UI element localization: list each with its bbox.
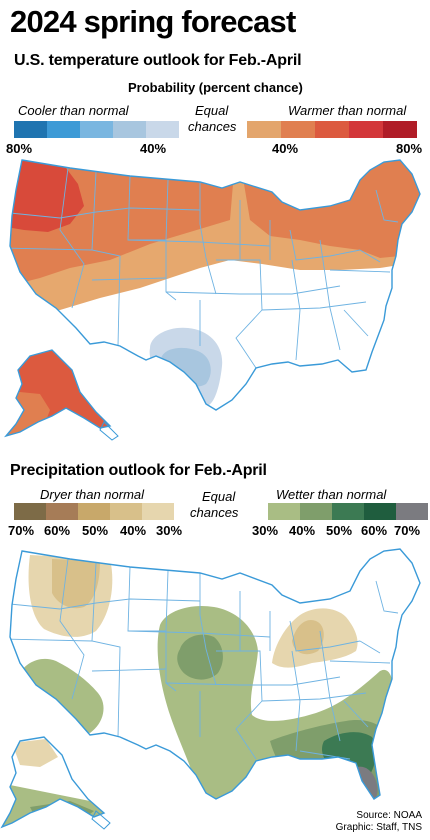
cool-tick-40: 40% xyxy=(140,141,167,156)
page-title: 2024 spring forecast xyxy=(10,4,296,39)
temperature-map xyxy=(5,159,421,441)
cool-tick-80: 80% xyxy=(6,141,33,156)
wetter-swatch-50 xyxy=(332,503,364,520)
cooler-swatch-80 xyxy=(14,121,47,138)
cooler-label: Cooler than normal xyxy=(18,103,129,118)
dryer-swatch-60 xyxy=(46,503,78,520)
warmer-color-scale xyxy=(247,121,417,138)
warmer-swatch-60 xyxy=(315,121,349,138)
precipitation-subtitle: Precipitation outlook for Feb.-April xyxy=(10,462,267,479)
wet-tick-60: 60% xyxy=(361,523,388,538)
dry-tick-50: 50% xyxy=(82,523,109,538)
wetter-swatch-60 xyxy=(364,503,396,520)
dryer-label: Dryer than normal xyxy=(40,487,145,502)
dryer-swatch-30 xyxy=(142,503,174,520)
dryer-swatch-50 xyxy=(78,503,110,520)
precip-equal-label-line2: chances xyxy=(190,505,239,520)
precipitation-map xyxy=(1,548,421,830)
warm-tick-40: 40% xyxy=(272,141,299,156)
dry-tick-30: 30% xyxy=(156,523,183,538)
warm-tick-80: 80% xyxy=(396,141,423,156)
dry-tick-70: 70% xyxy=(8,523,35,538)
cooler-swatch-50 xyxy=(113,121,146,138)
wetter-color-scale xyxy=(268,503,428,520)
dryer-color-scale xyxy=(14,503,174,520)
cooler-swatch-70 xyxy=(47,121,80,138)
warmer-swatch-40 xyxy=(247,121,281,138)
wet-tick-30: 30% xyxy=(252,523,279,538)
equal-chances-label-line2: chances xyxy=(188,119,237,134)
temperature-subtitle: U.S. temperature outlook for Feb.-April xyxy=(14,52,302,69)
cooler-swatch-60 xyxy=(80,121,113,138)
dryer-swatch-40 xyxy=(110,503,142,520)
cooler-color-scale xyxy=(14,121,179,138)
source-credit: Source: NOAA Graphic: Staff, TNS xyxy=(336,810,422,834)
cooler-swatch-40 xyxy=(146,121,179,138)
warmer-swatch-50 xyxy=(281,121,315,138)
dry-tick-40: 40% xyxy=(120,523,147,538)
warmer-label: Warmer than normal xyxy=(288,103,407,118)
wet-tick-50: 50% xyxy=(326,523,353,538)
wetter-label: Wetter than normal xyxy=(276,487,387,502)
wetter-swatch-70 xyxy=(396,503,428,520)
wet-tick-40: 40% xyxy=(289,523,316,538)
dryer-swatch-70 xyxy=(14,503,46,520)
warmer-swatch-70 xyxy=(349,121,383,138)
warmer-swatch-80 xyxy=(383,121,417,138)
dry-tick-60: 60% xyxy=(44,523,71,538)
wetter-swatch-40 xyxy=(300,503,332,520)
wet-tick-70: 70% xyxy=(394,523,421,538)
temperature-legend-title: Probability (percent chance) xyxy=(128,80,303,95)
graphic-credit-line: Graphic: Staff, TNS xyxy=(335,822,422,833)
equal-chances-label-line1: Equal xyxy=(195,103,229,118)
precip-equal-label-line1: Equal xyxy=(202,489,236,504)
wetter-swatch-30 xyxy=(268,503,300,520)
source-line: Source: NOAA xyxy=(356,810,422,821)
